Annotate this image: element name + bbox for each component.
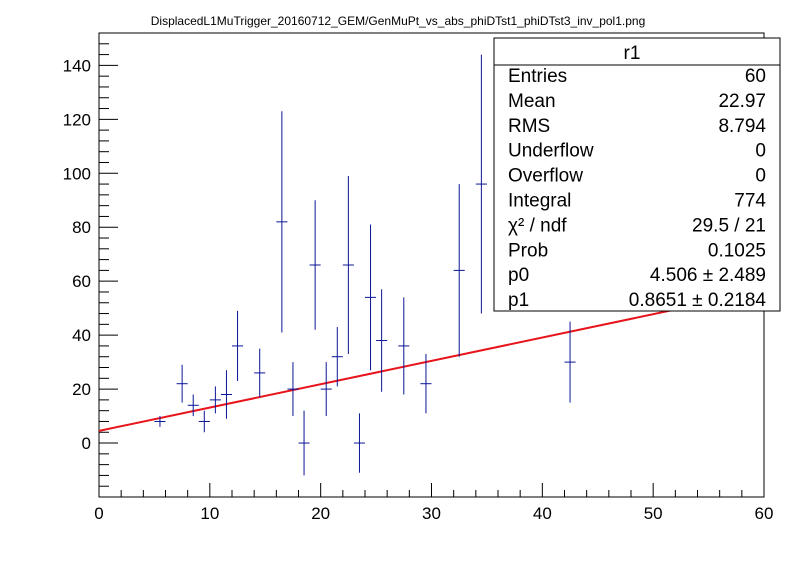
stats-row-label: χ² / ndf xyxy=(508,215,567,236)
data-point xyxy=(254,348,266,398)
data-point xyxy=(176,364,188,403)
data-point xyxy=(453,184,465,357)
data-point xyxy=(209,386,221,414)
data-points xyxy=(154,54,576,476)
data-point xyxy=(376,289,388,392)
data-point xyxy=(309,200,321,330)
data-point xyxy=(287,362,299,417)
stats-box-title: r1 xyxy=(624,43,641,64)
fit-layer xyxy=(98,289,765,432)
stats-row-label: Underflow xyxy=(508,141,594,162)
data-point xyxy=(187,394,199,417)
data-point xyxy=(564,321,576,403)
x-tick-label: 60 xyxy=(755,504,774,523)
data-point xyxy=(398,297,410,395)
data-point xyxy=(342,175,354,355)
chart-title: DisplacedL1MuTrigger_20160712_GEM/GenMuP… xyxy=(151,14,646,28)
stats-row-label: Overflow xyxy=(508,166,583,187)
y-tick-label: 40 xyxy=(72,326,91,345)
data-point xyxy=(154,416,166,427)
stats-row-value: 29.5 / 21 xyxy=(692,215,766,236)
y-tick-label: 20 xyxy=(72,380,91,399)
data-point xyxy=(365,224,377,371)
stats-row-label: RMS xyxy=(508,116,550,137)
y-tick-label: 60 xyxy=(72,272,91,291)
stats-row-value: 0.8651 ± 0.2184 xyxy=(629,290,767,311)
stats-row-value: 22.97 xyxy=(718,91,766,112)
stats-box-border xyxy=(493,37,781,312)
stats-row-label: Mean xyxy=(508,91,556,112)
stats-row-value: 60 xyxy=(745,66,766,87)
y-tick-label: 0 xyxy=(82,434,91,453)
x-tick-label: 50 xyxy=(644,504,663,523)
stats-row-value: 8.794 xyxy=(718,116,766,137)
data-point xyxy=(276,111,288,333)
stats-row-value: 774 xyxy=(734,191,766,212)
data-point xyxy=(475,54,487,314)
y-tick-label: 100 xyxy=(63,164,91,183)
stats-box: r1 Entries 60 Mean 22.97 RMS 8.794 Underflow 0 Ov… xyxy=(493,37,781,312)
stats-row-value: 0 xyxy=(755,141,766,162)
stats-row-value: 4.506 ± 2.489 xyxy=(650,265,766,286)
data-point xyxy=(353,413,365,473)
stats-row-label: Prob xyxy=(508,240,548,261)
y-tick-label: 120 xyxy=(63,110,91,129)
fit-line xyxy=(98,289,765,432)
stats-row-label: p0 xyxy=(508,265,529,286)
data-point xyxy=(331,327,343,387)
stats-row-label: p1 xyxy=(508,290,529,311)
x-tick-label: 40 xyxy=(533,504,552,523)
x-axis: 0 10 20 30 40 50 60 xyxy=(94,483,773,523)
data-point xyxy=(420,354,432,414)
data-point xyxy=(220,370,232,419)
y-tick-label: 80 xyxy=(72,218,91,237)
x-tick-label: 20 xyxy=(311,504,330,523)
stats-row-label: Entries xyxy=(508,66,567,87)
data-point xyxy=(298,410,310,476)
y-axis: 0 20 40 60 80 100 120 140 xyxy=(63,32,118,498)
y-tick-label: 140 xyxy=(63,56,91,75)
x-tick-label: 30 xyxy=(422,504,441,523)
data-point xyxy=(198,410,210,433)
stats-row-value: 0 xyxy=(755,166,766,187)
data-point xyxy=(320,362,332,417)
stats-row-value: 0.1025 xyxy=(708,240,766,261)
data-point xyxy=(232,310,244,381)
x-tick-label: 0 xyxy=(94,504,103,523)
stats-row-label: Integral xyxy=(508,191,571,212)
x-tick-label: 10 xyxy=(200,504,219,523)
